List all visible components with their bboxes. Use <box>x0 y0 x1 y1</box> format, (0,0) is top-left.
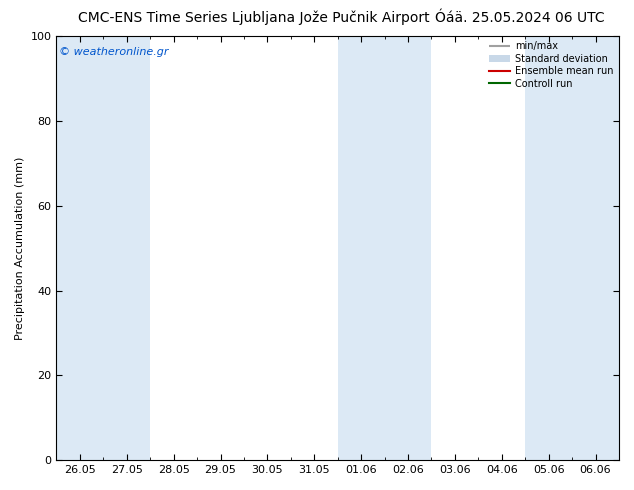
Bar <box>525 36 572 460</box>
Text: © weatheronline.gr: © weatheronline.gr <box>59 47 169 57</box>
Bar <box>385 36 432 460</box>
Text: Óáä. 25.05.2024 06 UTC: Óáä. 25.05.2024 06 UTC <box>435 11 605 25</box>
Bar <box>103 36 150 460</box>
Bar <box>572 36 619 460</box>
Bar <box>338 36 385 460</box>
Legend: min/max, Standard deviation, Ensemble mean run, Controll run: min/max, Standard deviation, Ensemble me… <box>489 42 614 89</box>
Text: CMC-ENS Time Series Ljubljana Jože Pučnik Airport: CMC-ENS Time Series Ljubljana Jože Pučni… <box>78 11 429 25</box>
Y-axis label: Precipitation Accumulation (mm): Precipitation Accumulation (mm) <box>15 156 25 340</box>
Bar <box>56 36 103 460</box>
